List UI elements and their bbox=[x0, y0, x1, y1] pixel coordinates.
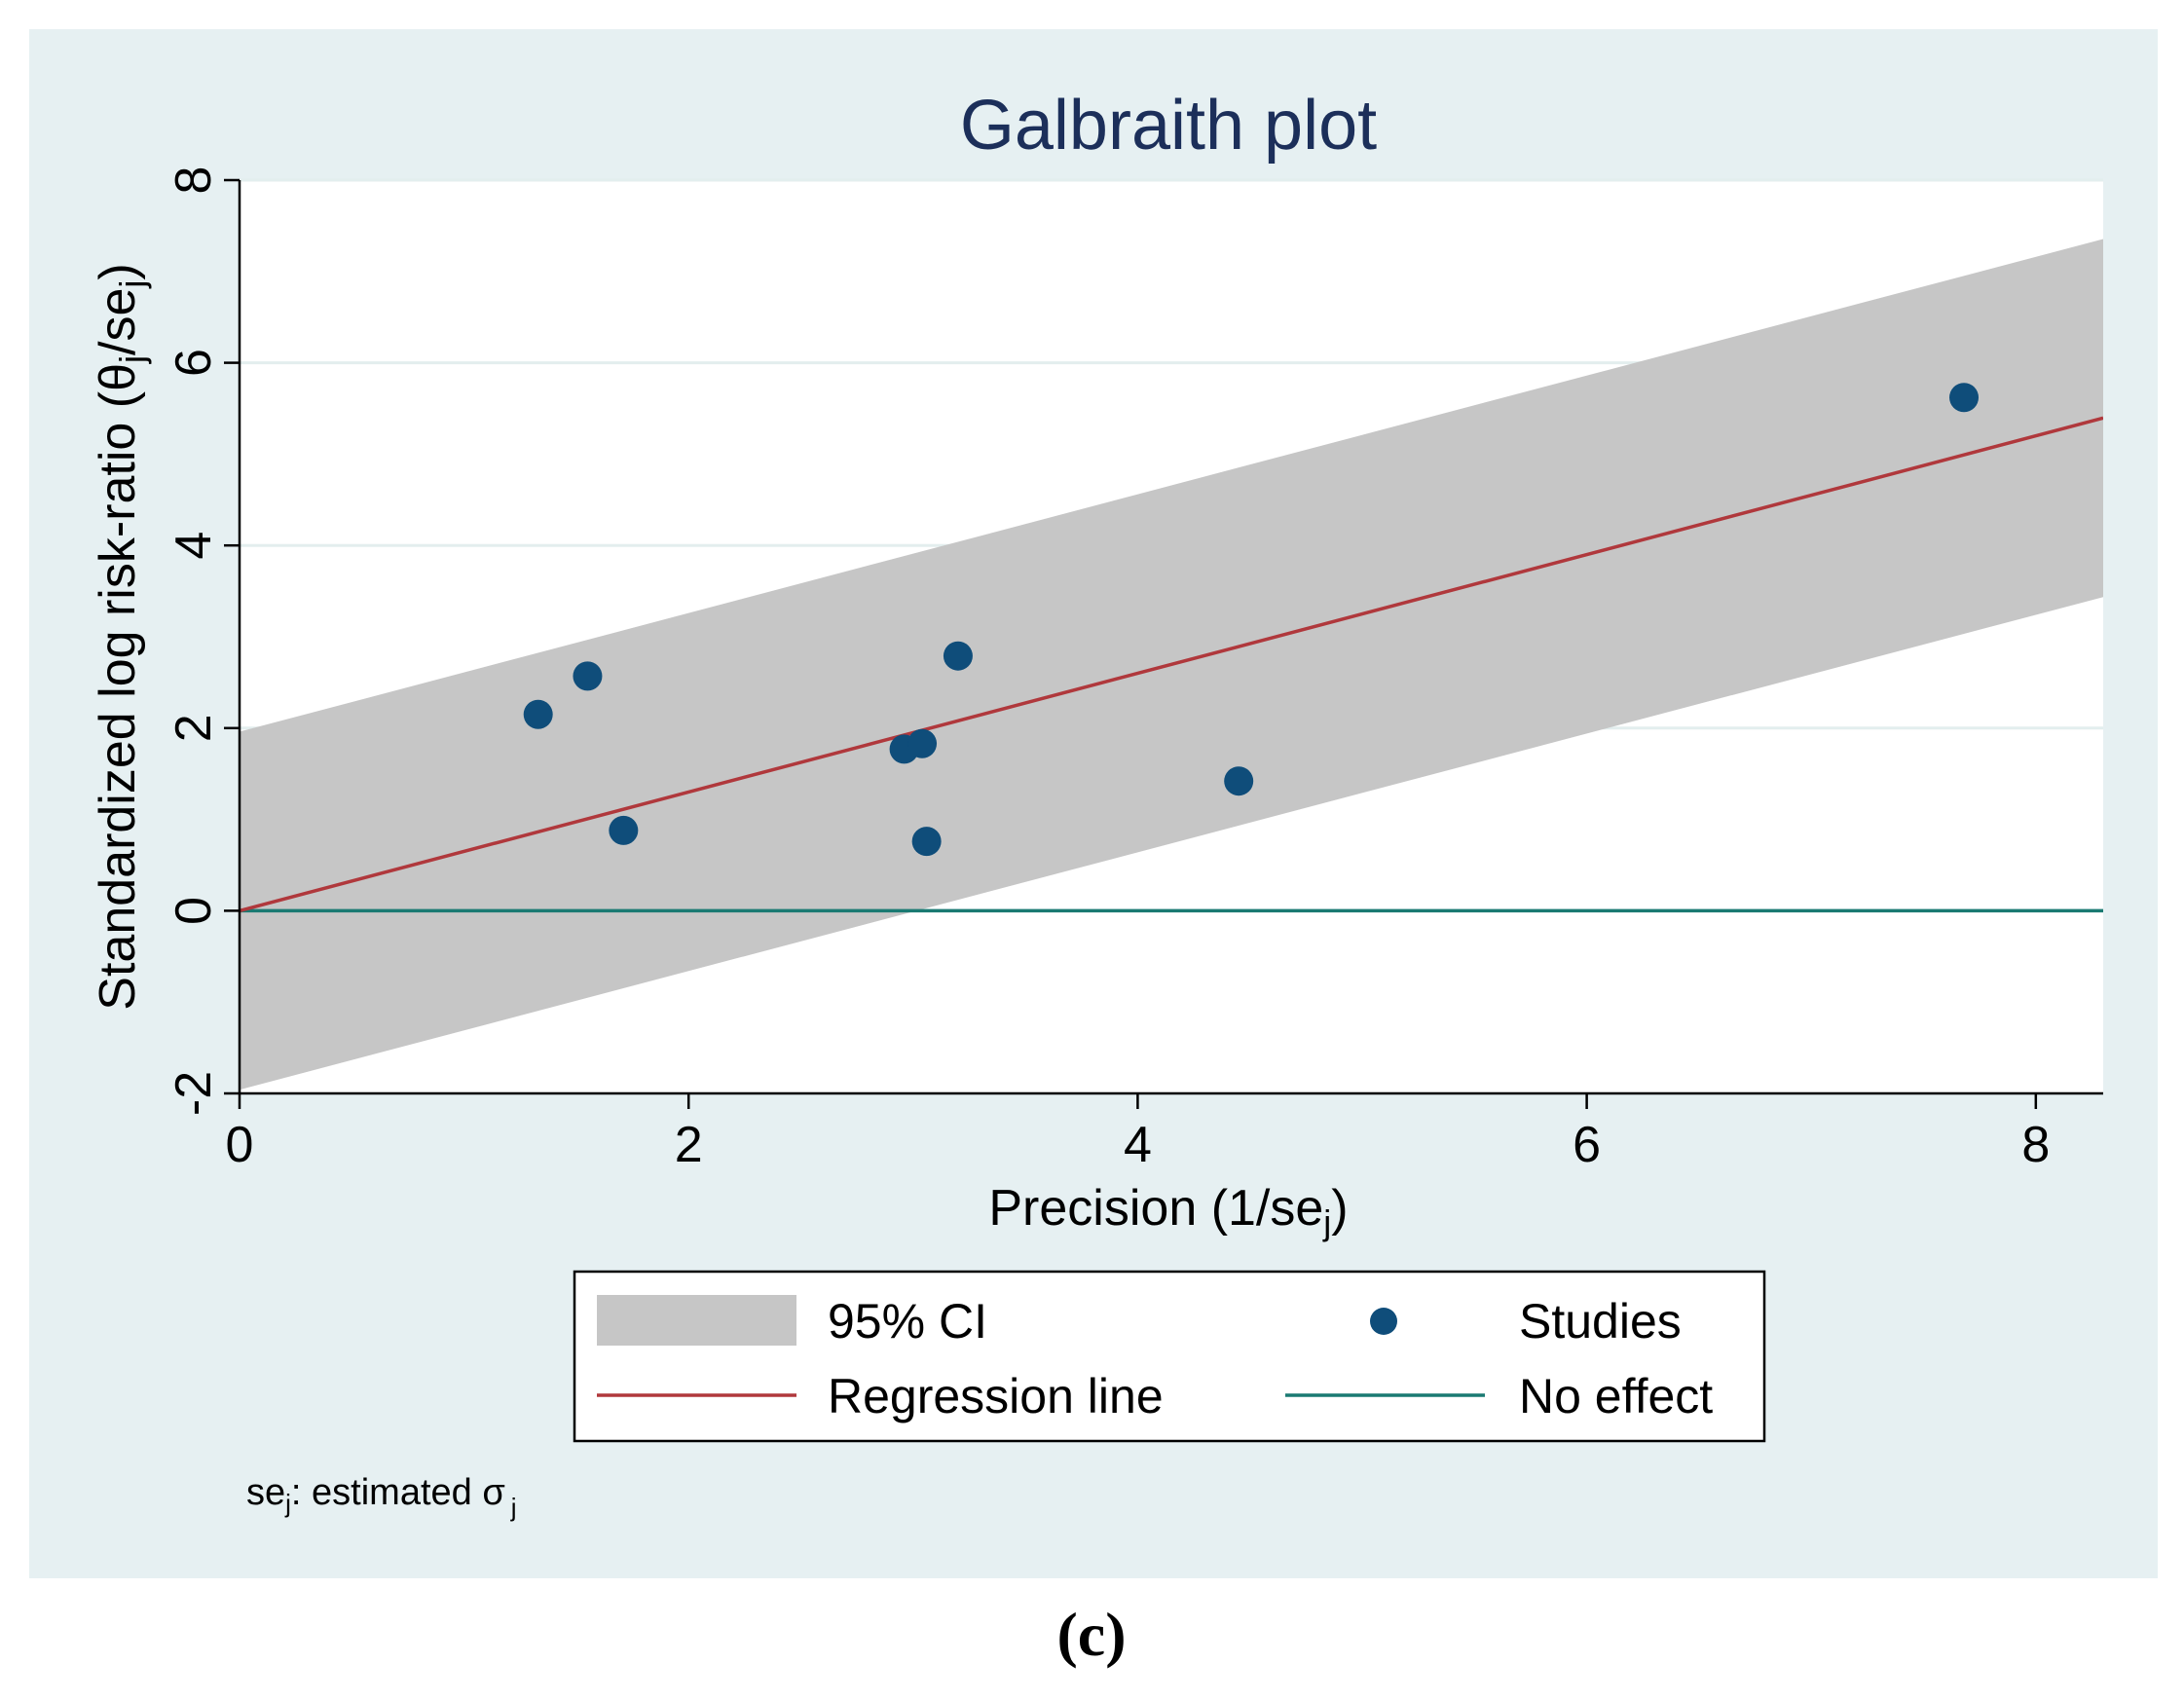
study-point bbox=[943, 641, 973, 671]
y-tick-label: 8 bbox=[166, 166, 222, 195]
x-label-sub: j bbox=[1322, 1202, 1331, 1242]
legend: 95% CI Studies Regression line No effect bbox=[573, 1270, 1766, 1443]
y-tick-label: 6 bbox=[166, 349, 222, 377]
y-tick-label: -2 bbox=[166, 1071, 222, 1116]
legend-ci-swatch bbox=[597, 1295, 796, 1346]
legend-noeffect-label: No effect bbox=[1519, 1369, 1713, 1423]
study-point bbox=[523, 699, 553, 729]
note-text: : estimated σ bbox=[291, 1472, 505, 1513]
lines-layer bbox=[240, 416, 2103, 913]
note-sub: j bbox=[284, 1489, 291, 1518]
y-tick-label: 0 bbox=[166, 897, 222, 925]
study-point bbox=[573, 661, 603, 691]
legend-studies-marker bbox=[1370, 1308, 1397, 1335]
x-tick-label: 4 bbox=[1124, 1117, 1152, 1173]
panel-label: (c) bbox=[1056, 1600, 1126, 1669]
study-point bbox=[1949, 383, 1980, 413]
y-label-sub2: j bbox=[112, 280, 152, 289]
y-label-sub1: j bbox=[112, 355, 152, 364]
x-tick-label: 8 bbox=[2021, 1117, 2050, 1173]
points-layer bbox=[523, 383, 1980, 857]
x-tick-label: 0 bbox=[226, 1117, 254, 1173]
legend-regression-label: Regression line bbox=[828, 1369, 1164, 1423]
x-label-close: ) bbox=[1331, 1180, 1348, 1237]
x-tick-label: 6 bbox=[1573, 1117, 1601, 1173]
legend-studies-label: Studies bbox=[1519, 1294, 1682, 1349]
x-label-main: Precision (1/se bbox=[988, 1180, 1323, 1237]
y-label-mid: /se bbox=[90, 288, 146, 355]
x-axis-label: Precision (1/sej) bbox=[988, 1180, 1348, 1242]
note-pre: se bbox=[246, 1472, 285, 1513]
y-tick-label: 4 bbox=[166, 532, 222, 560]
y-axis-label: Standardized log risk-ratio (θj/sej) bbox=[90, 263, 152, 1010]
y-label-main: Standardized log risk-ratio (θ bbox=[90, 363, 146, 1011]
y-ticks: -2 0 2 4 6 8 bbox=[166, 166, 240, 1116]
chart-title: Galbraith plot bbox=[960, 87, 1377, 165]
legend-ci-label: 95% CI bbox=[828, 1294, 987, 1349]
y-label-close: ) bbox=[90, 263, 146, 279]
note-sub2: j bbox=[510, 1493, 517, 1522]
x-ticks: 0 2 4 6 8 bbox=[226, 1093, 2050, 1173]
study-point bbox=[911, 827, 942, 857]
study-point bbox=[609, 815, 639, 845]
y-tick-label: 2 bbox=[166, 714, 222, 742]
regression-line bbox=[240, 416, 2103, 913]
study-point bbox=[907, 728, 938, 758]
study-point bbox=[1224, 766, 1254, 796]
x-tick-label: 2 bbox=[675, 1117, 703, 1173]
